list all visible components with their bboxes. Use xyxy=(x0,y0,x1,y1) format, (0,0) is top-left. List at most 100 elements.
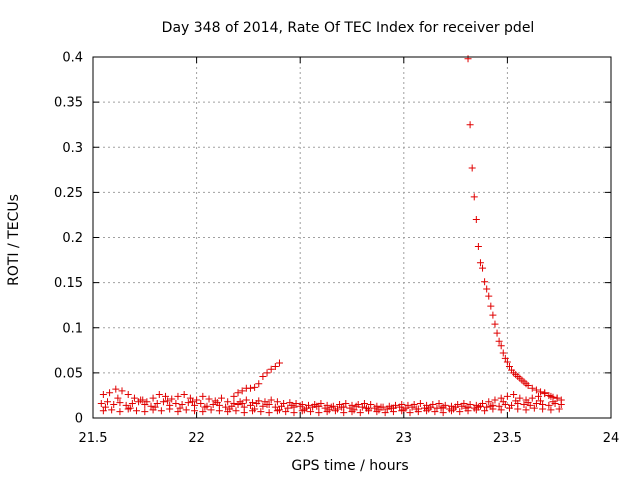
data-point xyxy=(528,394,536,402)
data-point xyxy=(462,404,470,412)
series-rising-track xyxy=(230,359,283,400)
data-point xyxy=(472,215,480,223)
x-axis-title: GPS time / hours xyxy=(291,458,408,474)
data-point xyxy=(234,389,242,397)
data-point xyxy=(470,193,478,201)
data-point xyxy=(485,292,493,300)
data-point xyxy=(338,403,346,411)
data-point xyxy=(485,398,493,406)
data-point xyxy=(124,391,132,399)
data-point xyxy=(342,400,350,408)
data-point xyxy=(547,406,555,414)
data-point xyxy=(101,403,109,411)
data-point xyxy=(273,398,281,406)
data-point xyxy=(495,337,503,345)
data-point xyxy=(356,409,364,417)
data-point xyxy=(532,400,540,408)
data-point xyxy=(371,404,379,412)
data-point xyxy=(425,405,433,413)
data-point xyxy=(499,349,507,357)
data-point xyxy=(387,404,395,412)
data-point xyxy=(539,405,547,413)
data-point xyxy=(292,400,300,408)
data-point xyxy=(493,329,501,337)
data-point xyxy=(483,285,491,293)
data-point xyxy=(499,398,507,406)
data-point xyxy=(166,405,174,413)
data-point xyxy=(104,398,112,406)
data-point xyxy=(396,403,404,411)
data-point xyxy=(114,394,122,402)
data-point xyxy=(296,402,304,410)
y-tick-label: 0 xyxy=(75,412,83,427)
data-point xyxy=(412,405,420,413)
data-point xyxy=(346,404,354,412)
data-point xyxy=(186,394,194,402)
data-point xyxy=(213,399,221,407)
data-point xyxy=(383,405,391,413)
data-point xyxy=(367,400,375,408)
data-point xyxy=(537,397,545,405)
data-point xyxy=(278,402,286,410)
data-point xyxy=(510,391,518,399)
y-axis-title: ROTI / TECUs xyxy=(6,194,22,286)
data-point xyxy=(97,400,105,408)
data-point xyxy=(315,409,323,417)
data-point xyxy=(133,407,141,415)
data-point xyxy=(290,409,298,417)
x-tick-label: 24 xyxy=(603,431,620,446)
data-point xyxy=(514,405,522,413)
data-point xyxy=(209,400,217,408)
y-tick-label: 0.3 xyxy=(62,141,83,156)
data-point xyxy=(479,264,487,272)
y-tick-label: 0.35 xyxy=(54,96,83,111)
data-point xyxy=(147,402,155,410)
data-point xyxy=(251,405,259,413)
data-point xyxy=(522,406,530,414)
data-point xyxy=(99,407,107,415)
series-band-upper xyxy=(99,385,561,411)
data-point xyxy=(487,302,495,310)
data-point xyxy=(505,363,513,371)
chart-title: Day 348 of 2014, Rate Of TEC Index for r… xyxy=(162,20,535,36)
data-point xyxy=(191,407,199,415)
data-point xyxy=(267,365,275,373)
data-point xyxy=(122,401,130,409)
y-tick-label: 0.1 xyxy=(62,321,83,336)
data-point xyxy=(483,403,491,411)
data-point xyxy=(439,409,447,417)
data-point xyxy=(456,408,464,416)
data-point xyxy=(246,384,254,392)
data-point xyxy=(230,392,238,400)
data-point xyxy=(284,404,292,412)
data-point xyxy=(139,396,147,404)
data-point xyxy=(524,399,532,407)
data-point xyxy=(431,408,439,416)
data-point xyxy=(331,407,339,415)
data-point xyxy=(135,398,143,406)
data-point xyxy=(358,403,366,411)
data-point xyxy=(487,402,495,410)
data-point xyxy=(178,400,186,408)
data-point xyxy=(217,394,225,402)
data-point xyxy=(259,402,267,410)
data-point xyxy=(309,403,317,411)
data-point xyxy=(437,404,445,412)
data-point xyxy=(197,400,205,408)
data-point xyxy=(557,400,565,408)
data-point xyxy=(116,399,124,407)
data-point xyxy=(246,401,254,409)
data-point xyxy=(534,392,542,400)
data-point xyxy=(350,406,358,414)
data-point xyxy=(408,403,416,411)
data-point xyxy=(313,402,321,410)
data-point xyxy=(251,383,259,391)
data-point xyxy=(468,164,476,172)
data-point xyxy=(193,396,201,404)
data-point xyxy=(267,396,275,404)
data-point xyxy=(458,402,466,410)
data-point xyxy=(300,406,308,414)
data-point xyxy=(288,401,296,409)
x-tick-label: 22 xyxy=(188,431,205,446)
data-point xyxy=(532,386,540,394)
